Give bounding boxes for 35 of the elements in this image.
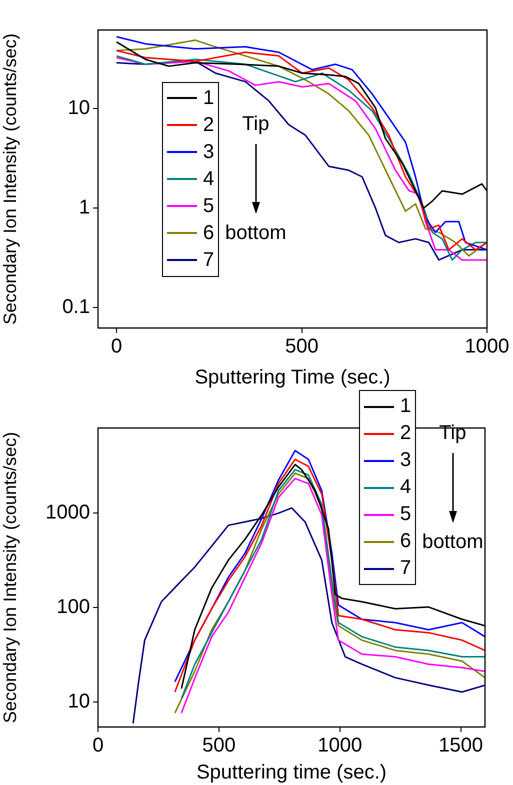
legend-label: 2: [400, 422, 412, 445]
legend-label: 5: [203, 194, 214, 218]
legend-label: 3: [203, 140, 214, 164]
legend-label: 5: [400, 503, 412, 526]
x-axis-title: Sputtering Time (sec.): [194, 366, 390, 389]
legend-label: 7: [203, 248, 214, 272]
y-axis-title: Secondary Ion Intensity (counts/sec): [0, 33, 20, 325]
y-tick-label: 1: [78, 196, 90, 219]
y-tick-label: 10: [68, 97, 90, 120]
y-tick-label: 10: [68, 690, 90, 712]
legend-label: 6: [400, 530, 412, 553]
y-tick-label: 100: [56, 596, 90, 618]
annotation: bottom: [422, 530, 484, 554]
legend-label: 1: [203, 86, 214, 110]
legend-label: 7: [400, 557, 412, 580]
y-axis-title: Secondary Ion Intensity (counts/sec): [0, 432, 20, 724]
legend-label: 4: [203, 168, 214, 190]
x-tick-label: 1500: [438, 734, 484, 757]
x-tick-label: 0: [110, 336, 122, 358]
legend-label: 1: [400, 395, 412, 418]
legend-label: 2: [203, 114, 214, 136]
x-axis-title: Sputtering time (sec.): [196, 762, 387, 784]
annotation: Tip: [242, 113, 270, 136]
legend-label: 3: [400, 449, 412, 472]
legend-label: 6: [203, 222, 214, 244]
x-tick-label: 0: [92, 734, 104, 757]
annotation: Tip: [439, 422, 466, 444]
y-tick-label: 0.1: [62, 296, 90, 318]
x-tick-label: 500: [202, 734, 236, 757]
x-tick-label: 1000: [464, 336, 510, 358]
legend-label: 4: [400, 476, 412, 499]
x-tick-label: 1000: [318, 734, 362, 757]
y-tick-label: 1000: [46, 502, 90, 524]
annotation: bottom: [225, 222, 286, 245]
x-tick-label: 500: [285, 336, 318, 358]
